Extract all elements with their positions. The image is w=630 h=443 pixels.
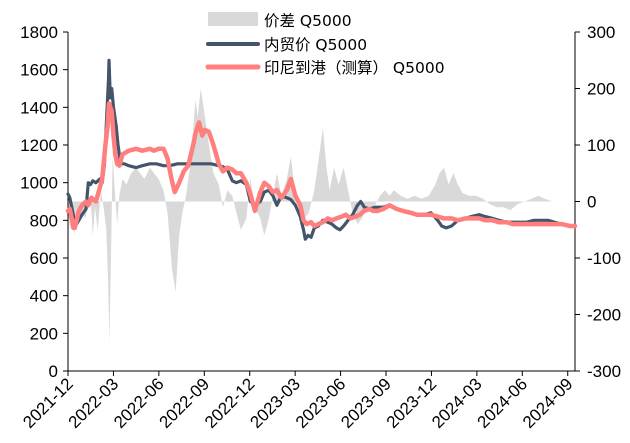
y-left-tick-label: 1000: [20, 174, 58, 193]
y-right-tick-label: -300: [587, 362, 621, 381]
indonesia-arrival-line: [65, 101, 578, 231]
y-right-tick-label: -200: [587, 306, 621, 325]
spread-area-layer: [68, 88, 575, 343]
line-layer: [65, 58, 578, 241]
y-left-tick-label: 800: [30, 211, 58, 230]
y-right-tick-label: 200: [587, 80, 615, 99]
y-right-tick-label: 0: [587, 193, 596, 212]
y-left-tick-label: 600: [30, 249, 58, 268]
y-left-tick-label: 0: [49, 362, 58, 381]
y-left-tick-label: 1200: [20, 136, 58, 155]
y-right-tick-label: -100: [587, 249, 621, 268]
y-left-tick-label: 1800: [20, 23, 58, 42]
y-left-tick-label: 400: [30, 287, 58, 306]
legend-label-spread: 价差 Q5000: [264, 12, 352, 30]
legend-label-domestic: 内贸价 Q5000: [264, 36, 367, 54]
y-left-tick-label: 1400: [20, 98, 58, 117]
y-right-tick-label: 300: [587, 23, 615, 42]
spread-area-series: [68, 88, 575, 343]
y-left-tick-label: 1600: [20, 61, 58, 80]
legend: 价差 Q5000 内贸价 Q5000 印尼到港（测算） Q5000: [205, 12, 445, 77]
legend-swatch-spread: [208, 12, 258, 26]
y-right-tick-label: 100: [587, 136, 615, 155]
y-left-tick-label: 200: [30, 324, 58, 343]
x-tick-label: 2024-09: [519, 374, 577, 432]
legend-label-indonesia: 印尼到港（测算） Q5000: [264, 58, 445, 77]
